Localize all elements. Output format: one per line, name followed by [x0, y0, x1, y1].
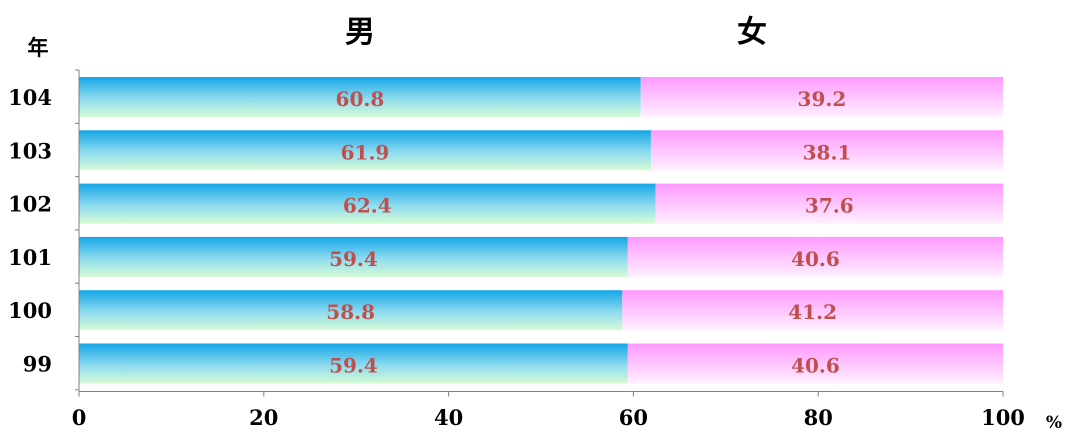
data-label-male-100: 58.8 [326, 300, 375, 324]
category-label-101: 101 [8, 245, 52, 270]
data-label-female-100: 41.2 [788, 300, 837, 324]
data-label-female-101: 40.6 [791, 247, 840, 271]
category-label-102: 102 [8, 192, 52, 217]
x-tick-label-0: 0 [72, 405, 87, 430]
x-tick-label-80: 80 [804, 405, 833, 430]
data-label-male-99: 59.4 [329, 354, 378, 378]
bar-male-103 [79, 130, 651, 171]
x-tick-label-40: 40 [434, 405, 463, 430]
data-label-male-102: 62.4 [343, 194, 392, 218]
bar-female-101 [627, 236, 1003, 277]
legend-male: 男 [345, 15, 375, 50]
y-axis-label: 年 [28, 35, 49, 60]
bar-male-100 [79, 290, 623, 331]
data-label-male-101: 59.4 [329, 247, 378, 271]
x-tick-labels: 0 20 40 60 80 100 [72, 405, 1025, 430]
data-label-female-103: 38.1 [803, 140, 852, 164]
category-label-103: 103 [8, 138, 52, 163]
data-label-female-102: 37.6 [805, 194, 854, 218]
category-label-100: 100 [8, 298, 52, 323]
bar-female-99 [627, 343, 1003, 384]
data-label-female-99: 40.6 [791, 354, 840, 378]
x-tick-label-60: 60 [619, 405, 648, 430]
data-label-female-104: 39.2 [798, 87, 847, 111]
bar-male-104 [79, 77, 641, 117]
bar-female-102 [655, 183, 1003, 224]
x-tick-label-100: 100 [981, 405, 1025, 430]
x-axis-unit: % [1046, 413, 1062, 431]
bar-female-100 [622, 290, 1003, 331]
bar-male-102 [79, 183, 656, 224]
data-label-male-104: 60.8 [336, 87, 385, 111]
bars-group: 60.8 39.2 61.9 38.1 62.4 37.6 59.4 40.6 58.8 41.2… [79, 77, 1003, 384]
category-label-99: 99 [23, 352, 52, 377]
x-tick-label-20: 20 [249, 405, 278, 430]
bar-male-101 [79, 236, 628, 277]
data-label-male-103: 61.9 [341, 140, 390, 164]
bar-female-104 [640, 77, 1003, 117]
bar-female-103 [650, 130, 1003, 171]
bar-male-99 [79, 343, 628, 384]
legend-female: 女 [737, 15, 767, 50]
axes [75, 69, 1004, 397]
category-labels: 104 103 102 101 100 99 [8, 85, 52, 377]
category-label-104: 104 [8, 85, 52, 110]
